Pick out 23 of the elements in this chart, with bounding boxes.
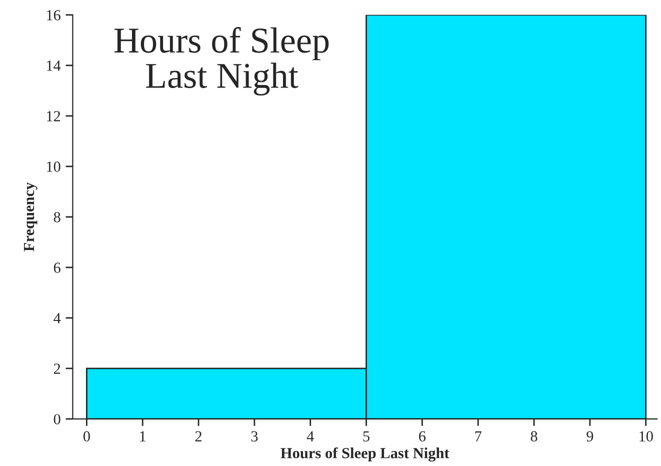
y-tick-label: 12	[46, 111, 60, 122]
y-tick-label: 0	[54, 414, 60, 424]
x-tick-label: 0	[83, 431, 90, 442]
y-tick-label: 16	[46, 10, 60, 20]
x-tick-label: 10	[640, 431, 653, 442]
x-tick-label: 9	[586, 431, 594, 442]
y-axis-title: Frequency	[24, 182, 38, 252]
y-tick-label: 14	[46, 60, 61, 71]
y-tick-label: 10	[46, 162, 60, 172]
x-tick-label: 3	[251, 431, 258, 442]
y-tick-label: 4	[54, 313, 61, 324]
x-tick-label: 1	[140, 431, 146, 442]
y-tick-label: 6	[54, 262, 60, 273]
y-tick-label: 8	[54, 212, 60, 222]
x-tick-label: 7	[475, 431, 482, 442]
x-tick-label: 8	[530, 431, 538, 442]
x-tick-label: 4	[306, 431, 314, 442]
x-tick-label: 5	[363, 431, 370, 442]
x-axis-title: Hours of Sleep Last Night	[280, 447, 450, 462]
y-tick-label: 2	[54, 364, 60, 374]
x-tick-label: 2	[195, 431, 202, 442]
text: Hours of Sleep Last Night	[114, 27, 329, 96]
x-tick-label: 6	[419, 431, 426, 442]
